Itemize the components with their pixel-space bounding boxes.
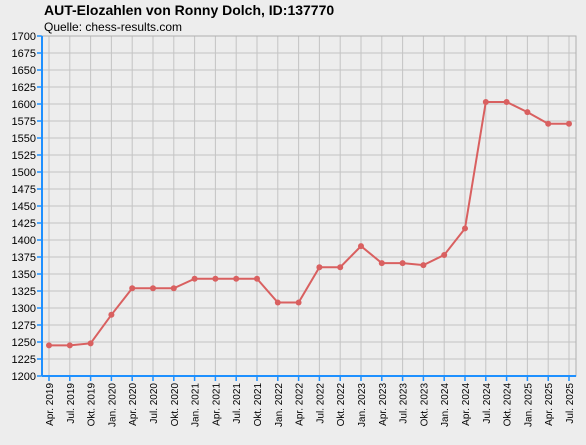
x-tick-label: Jan. 2021 [191,383,202,427]
chart-title: AUT-Elozahlen von Ronny Dolch, ID:137770 [44,2,335,18]
y-tick-label: 1425 [12,218,36,230]
y-tick-label: 1200 [12,371,36,383]
y-tick-label: 1675 [12,48,36,60]
data-point [524,109,531,116]
x-tick-label: Jul. 2021 [232,383,243,424]
chart-subtitle: Quelle: chess-results.com [44,20,183,34]
data-point [337,264,344,271]
x-tick-label: Okt. 2020 [170,383,181,427]
data-point [378,260,385,267]
data-point [87,340,94,347]
data-point [66,342,73,349]
y-tick-label: 1550 [12,133,36,145]
x-tick-label: Jul. 2023 [399,383,410,424]
x-tick-label: Jul. 2020 [149,383,160,424]
data-point [108,311,115,318]
data-point [566,120,572,127]
x-tick-label: Okt. 2024 [503,383,514,427]
y-tick-label: 1325 [12,286,36,298]
series-line [49,100,569,347]
data-point [441,251,448,258]
x-tick-labels: Apr. 2019 Jul. 2019 Okt. 2019 Jan. 2020 Apr.… [45,383,576,427]
y-tick-label: 1275 [12,320,36,332]
grid-lines [42,35,576,377]
data-point [274,299,281,306]
data-point [545,120,552,127]
x-tick-label: Okt. 2023 [419,383,430,427]
data-point [46,342,52,349]
x-tick-label: Apr. 2025 [544,383,555,426]
x-tick-label: Jan. 2022 [274,383,285,427]
x-tick-label: Apr. 2020 [128,383,139,426]
y-tick-label: 1250 [12,337,36,349]
x-tick-label: Apr. 2019 [45,383,56,426]
y-tick-label: 1525 [12,150,36,162]
y-tick-label: 1600 [12,99,36,111]
x-tick-label: Jul. 2025 [565,383,576,424]
x-tick-label: Jan. 2023 [357,383,368,427]
series-elo [46,98,572,349]
x-tick-label: Jan. 2025 [523,383,534,427]
y-tick-labels: 1200 1225 1250 1275 1300 1325 1350 1375 1400 1425… [12,31,36,383]
x-tick-label: Okt. 2019 [87,383,98,427]
x-tick-label: Apr. 2023 [378,383,389,426]
x-tick-label: Jul. 2019 [66,383,77,424]
y-tick-label: 1650 [12,65,36,77]
data-point [150,285,156,292]
y-tick-label: 1475 [12,184,36,196]
y-tick-label: 1300 [12,303,36,315]
x-tick-label: Apr. 2024 [461,383,472,426]
data-point [191,275,198,282]
x-tick-label: Jul. 2024 [482,383,493,424]
data-point [358,243,364,250]
data-point [399,260,406,267]
data-point [462,225,468,232]
y-tick-label: 1625 [12,82,36,94]
data-point [212,275,219,282]
x-tick-label: Jul. 2022 [315,383,326,424]
x-tick-label: Okt. 2022 [336,383,347,427]
x-tick-label: Jan. 2024 [440,383,451,427]
data-point [295,299,302,306]
x-tick-label: Jan. 2020 [107,383,118,427]
data-point [482,98,489,105]
axes [37,35,577,381]
y-tick-label: 1400 [12,235,36,247]
x-tick-label: Apr. 2021 [211,383,222,426]
data-point [503,98,510,105]
y-tick-label: 1225 [12,354,36,366]
y-tick-label: 1500 [12,167,36,179]
data-point [233,275,240,282]
y-tick-label: 1575 [12,116,36,128]
x-tick-label: Okt. 2021 [253,383,264,427]
x-tick-label: Apr. 2022 [295,383,306,426]
data-point [254,275,260,282]
data-point [316,264,323,271]
data-point [420,262,427,269]
data-point [129,285,136,292]
y-tick-label: 1375 [12,252,36,264]
y-tick-label: 1350 [12,269,36,281]
y-tick-label: 1450 [12,201,36,213]
y-tick-label: 1700 [12,31,36,43]
data-point [170,285,177,292]
